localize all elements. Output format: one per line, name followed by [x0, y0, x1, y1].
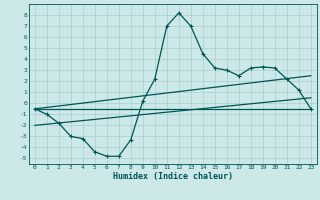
X-axis label: Humidex (Indice chaleur): Humidex (Indice chaleur) — [113, 172, 233, 181]
